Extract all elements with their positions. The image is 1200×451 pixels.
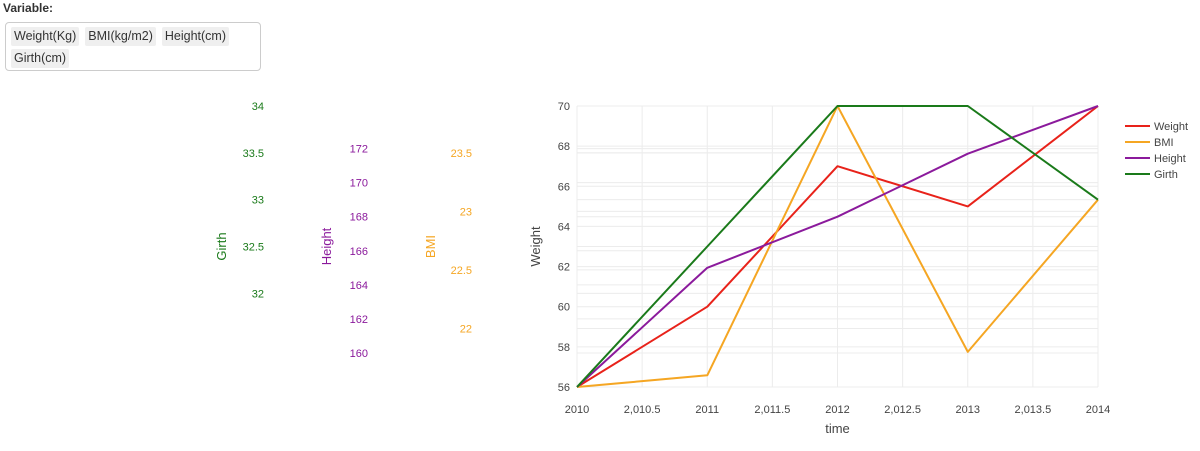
- x-tick-label: 2012: [825, 404, 849, 416]
- y-tick-label: 33: [252, 195, 264, 207]
- y-tick-label: 22.5: [451, 265, 472, 277]
- y-tick-label: 34: [252, 101, 264, 113]
- legend: Weight BMI Height Girth: [1125, 121, 1188, 181]
- y-tick-label: 160: [350, 348, 368, 360]
- y-tick-label: 162: [350, 314, 368, 326]
- x-tick-label: 2013: [956, 404, 980, 416]
- legend-item-girth[interactable]: Girth: [1125, 169, 1178, 181]
- axis-girth: 32 32.5 33 33.5 34 Girth: [214, 101, 264, 300]
- axis-bmi: 22 22.5 23 23.5 BMI: [423, 148, 472, 336]
- legend-item-weight[interactable]: Weight: [1125, 121, 1188, 133]
- series-line-girth[interactable]: [576, 105, 1099, 388]
- axis-weight: 56 58 60 62 64 66 68 70 Weight: [528, 101, 570, 394]
- y-tick-label: 66: [558, 181, 570, 193]
- axis-title-girth: Girth: [214, 232, 229, 260]
- axis-title-height: Height: [319, 227, 334, 265]
- axis-height: 160 162 164 166 168 170 172 Height: [319, 144, 368, 360]
- y-tick-label: 70: [558, 101, 570, 113]
- y-tick-label: 164: [350, 280, 368, 292]
- axis-title-weight: Weight: [528, 226, 543, 267]
- chip-height[interactable]: Height(cm): [161, 27, 230, 46]
- legend-label: Weight: [1154, 121, 1188, 133]
- x-axis-title: time: [825, 421, 850, 436]
- y-tick-label: 60: [558, 302, 570, 314]
- y-tick-label: 64: [558, 221, 570, 233]
- y-tick-label: 172: [350, 144, 368, 156]
- y-tick-label: 58: [558, 342, 570, 354]
- x-tick-label: 2,010.5: [624, 404, 661, 416]
- x-tick-label: 2014: [1086, 404, 1110, 416]
- chip-girth[interactable]: Girth(cm): [11, 49, 70, 68]
- y-tick-label: 168: [350, 212, 368, 224]
- legend-item-bmi[interactable]: BMI: [1125, 137, 1174, 149]
- y-tick-label: 22: [460, 323, 472, 335]
- legend-item-height[interactable]: Height: [1125, 153, 1186, 165]
- y-tick-label: 32.5: [243, 242, 264, 254]
- axis-title-bmi: BMI: [423, 235, 438, 258]
- y-tick-label: 32: [252, 288, 264, 300]
- y-tick-label: 23.5: [451, 148, 472, 160]
- y-tick-label: 56: [558, 382, 570, 394]
- x-tick-label: 2,012.5: [884, 404, 921, 416]
- y-tick-label: 166: [350, 246, 368, 258]
- y-tick-label: 33.5: [243, 148, 264, 160]
- x-axis: 2010 2,010.5 2011 2,011.5 2012 2,012.5 2013 2,0…: [565, 404, 1110, 436]
- x-tick-label: 2010: [565, 404, 589, 416]
- x-tick-label: 2,011.5: [754, 404, 790, 416]
- variable-label: Variable:: [3, 1, 54, 15]
- series-line-weight[interactable]: [576, 105, 1099, 388]
- chip-bmi[interactable]: BMI(kg/m2): [85, 27, 156, 46]
- y-tick-label: 170: [350, 178, 368, 190]
- x-tick-label: 2011: [695, 404, 719, 416]
- selected-variable-list: Weight(Kg) BMI(kg/m2) Height(cm) Girth(c…: [11, 27, 255, 68]
- y-tick-label: 62: [558, 262, 570, 274]
- y-tick-label: 23: [460, 206, 472, 218]
- variable-multiselect[interactable]: Weight(Kg) BMI(kg/m2) Height(cm) Girth(c…: [5, 22, 261, 71]
- gridlines: [576, 105, 1099, 388]
- legend-label: BMI: [1154, 137, 1174, 149]
- chip-weight[interactable]: Weight(Kg): [11, 27, 80, 46]
- x-tick-label: 2,013.5: [1015, 404, 1052, 416]
- legend-label: Height: [1154, 153, 1186, 165]
- y-tick-label: 68: [558, 141, 570, 153]
- legend-label: Girth: [1154, 169, 1178, 181]
